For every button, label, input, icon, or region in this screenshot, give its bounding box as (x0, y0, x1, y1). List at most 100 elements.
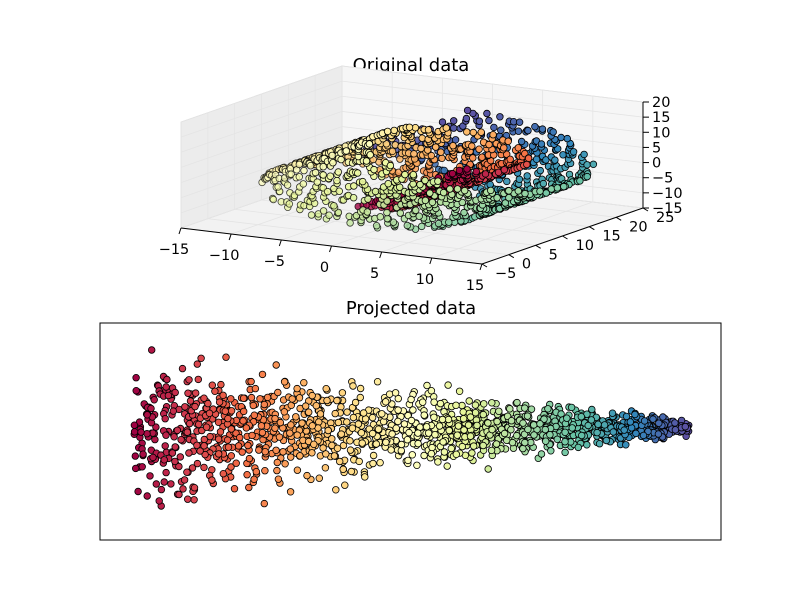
data-point (362, 157, 371, 165)
data-point (333, 396, 341, 405)
data-point (490, 123, 498, 132)
data-point (507, 426, 515, 434)
data-point (275, 433, 284, 441)
data-point (400, 420, 409, 428)
data-point (382, 398, 390, 406)
data-point (388, 147, 397, 155)
data-point (369, 459, 377, 468)
grid-line (234, 208, 536, 246)
data-point (504, 137, 512, 145)
data-point (208, 381, 216, 389)
data-point (300, 166, 308, 175)
data-point (214, 418, 223, 426)
data-point (466, 432, 475, 440)
data-point (501, 199, 509, 207)
data-point (403, 436, 412, 444)
data-point (322, 450, 330, 458)
data-point (608, 409, 617, 417)
data-point (329, 158, 337, 167)
data-point (338, 389, 347, 397)
data-point (260, 400, 268, 409)
grid-line (180, 95, 343, 153)
data-point (382, 438, 390, 446)
data-point (273, 458, 281, 467)
data-point (492, 440, 501, 448)
data-point (337, 155, 345, 164)
data-point (419, 398, 427, 406)
data-point (434, 219, 443, 228)
data-point (649, 415, 657, 423)
data-point (524, 154, 533, 162)
x-tick-mark (429, 257, 433, 265)
data-point (227, 395, 235, 403)
data-point (479, 410, 487, 419)
grid-line (341, 65, 644, 103)
data-point (243, 471, 251, 479)
grid-line (180, 65, 343, 123)
data-point (444, 381, 452, 389)
z-tick-label: −10 (652, 186, 683, 202)
data-point (138, 463, 146, 471)
data-point (530, 431, 538, 439)
data-point (409, 170, 417, 179)
data-point (346, 219, 354, 227)
data-point (547, 447, 555, 455)
data-point (308, 391, 316, 400)
data-point (348, 424, 357, 432)
data-point (244, 441, 252, 450)
data-point (412, 206, 420, 214)
data-point (251, 384, 260, 393)
data-point (397, 440, 406, 449)
data-point (567, 403, 576, 412)
data-point (519, 444, 527, 453)
data-point (524, 425, 532, 434)
data-point (280, 408, 288, 416)
y-tick-mark (562, 235, 568, 240)
data-point (208, 476, 216, 484)
data-point (132, 387, 140, 395)
data-point (132, 374, 140, 382)
data-point (287, 170, 295, 178)
data-point (560, 182, 568, 191)
data-point (365, 140, 374, 148)
data-point (394, 406, 402, 414)
z-tick-label: 20 (652, 95, 670, 111)
data-point (170, 433, 178, 441)
data-point (366, 151, 374, 159)
data-point (350, 182, 358, 190)
data-point (659, 413, 667, 421)
data-point (319, 207, 328, 215)
data-point (361, 473, 369, 481)
data-point (221, 407, 229, 415)
data-point (331, 409, 339, 418)
data-point (293, 384, 301, 393)
data-point (464, 421, 473, 429)
data-point (247, 377, 255, 386)
data-point (283, 181, 292, 189)
data-point (196, 447, 204, 455)
data-point (521, 438, 529, 447)
data-point (622, 441, 630, 449)
data-point (245, 454, 254, 463)
data-point (238, 448, 246, 456)
data-point (261, 448, 269, 456)
data-point (458, 442, 466, 451)
data-point (272, 446, 280, 454)
data-point (347, 467, 356, 476)
data-point (382, 140, 391, 148)
data-point (413, 461, 421, 469)
data-point (414, 429, 422, 437)
data-point (214, 450, 223, 458)
data-point (515, 175, 524, 183)
data-point (355, 457, 363, 466)
data-point (157, 485, 166, 494)
data-point (396, 209, 404, 217)
data-point (505, 187, 513, 195)
data-point (143, 411, 151, 419)
data-point (640, 417, 649, 425)
data-point (442, 124, 450, 132)
data-point (589, 160, 598, 168)
data-point (151, 435, 159, 444)
data-point (460, 208, 468, 217)
